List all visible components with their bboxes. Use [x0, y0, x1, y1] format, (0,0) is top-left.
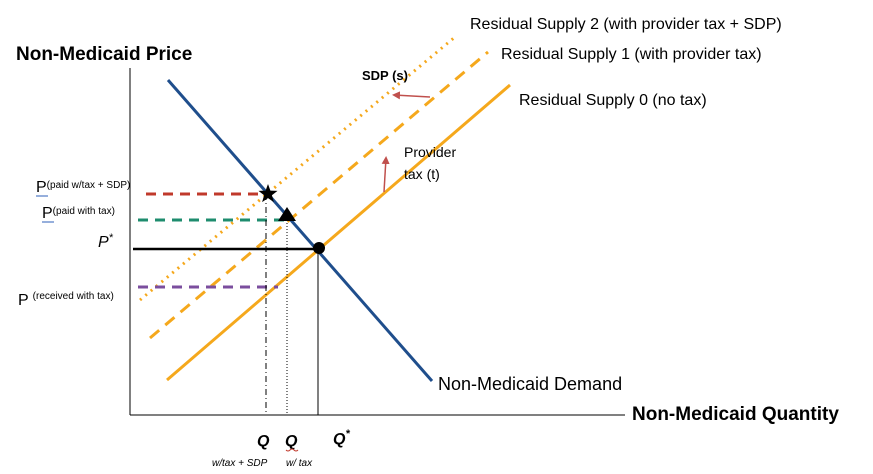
provider-tax-label-line1: Provider [404, 144, 456, 160]
q-tax-main: Q [285, 433, 298, 450]
q-star-main: Q [333, 431, 346, 448]
residual-supply-1-label: Residual Supply 1 (with provider tax) [501, 46, 762, 63]
demand-line [166, 79, 434, 382]
x-axis-title: Non-Medicaid Quantity [632, 404, 839, 425]
price-star-label: P* [98, 232, 114, 251]
q-tax-sdp-main: Q [257, 433, 270, 450]
provider-tax-shift-arrow [381, 156, 390, 193]
q-tax-sdp-sub: w/tax + SDP [212, 458, 268, 469]
price-paid-tax-main: P [42, 205, 53, 222]
price-paid-tax-sdp-sub: (paid w/tax + SDP) [47, 180, 131, 191]
circle-icon [313, 242, 325, 254]
provider-tax-label-line2: tax (t) [404, 166, 440, 182]
q-star-label: Q* [333, 428, 350, 448]
price-received-label: P (received with tax) [18, 291, 114, 309]
price-received-main: P [18, 292, 29, 309]
sdp-shift-arrow [392, 91, 431, 100]
residual-supply-0-line [166, 83, 511, 382]
residual-supply-2-label: Residual Supply 2 (with provider tax + S… [470, 16, 782, 33]
price-star-main: P [98, 234, 109, 251]
q-star-sup: * [345, 428, 350, 440]
price-star-sup: * [109, 232, 114, 244]
y-axis-title: Non-Medicaid Price [16, 44, 192, 65]
q-tax-squiggle [285, 448, 299, 452]
triangle-icon [278, 207, 296, 221]
price-paid-tax-label: P(paid with tax) [42, 205, 115, 222]
sdp-label: SDP (s) [362, 68, 408, 83]
price-received-sub: (received with tax) [33, 291, 114, 302]
star-icon [258, 184, 278, 203]
residual-supply-1-line [149, 50, 489, 340]
price-paid-tax-sdp-main: P [36, 179, 47, 196]
demand-label: Non-Medicaid Demand [438, 374, 622, 394]
residual-supply-0-label: Residual Supply 0 (no tax) [519, 92, 707, 109]
price-paid-tax-sub: (paid with tax) [53, 206, 115, 217]
price-paid-tax-sdp-label: P(paid w/tax + SDP) [36, 179, 130, 196]
q-tax-sub: w/ tax [286, 458, 313, 469]
